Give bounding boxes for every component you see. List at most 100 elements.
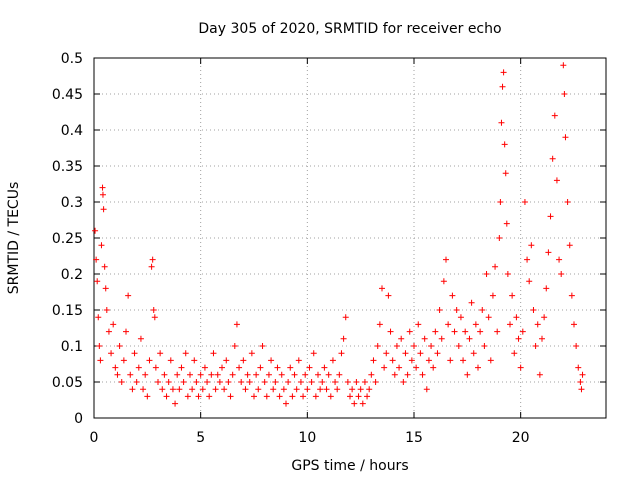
data-point	[571, 321, 577, 328]
data-point	[240, 357, 247, 364]
data-point	[374, 343, 381, 349]
data-point	[428, 343, 435, 349]
data-point	[259, 343, 266, 349]
data-point	[447, 357, 454, 364]
data-point	[489, 292, 496, 299]
data-point	[100, 206, 107, 213]
data-point	[204, 379, 211, 385]
y-tick-label: 0.5	[61, 51, 83, 67]
data-point	[261, 379, 268, 385]
data-point	[342, 314, 349, 321]
data-point	[457, 314, 464, 321]
data-point	[472, 321, 479, 328]
data-point	[187, 371, 193, 378]
data-point	[496, 235, 503, 241]
data-point	[349, 386, 356, 393]
data-point	[325, 371, 332, 378]
y-tick-label: 0.15	[52, 303, 83, 319]
data-point	[406, 328, 413, 335]
data-point	[497, 199, 504, 205]
data-point	[165, 379, 172, 385]
y-tick-label: 0.35	[52, 159, 83, 175]
data-point	[118, 379, 125, 385]
data-point	[312, 393, 319, 400]
data-point	[351, 400, 358, 407]
data-point	[253, 371, 260, 378]
data-point	[297, 379, 304, 385]
data-point	[534, 321, 541, 328]
data-point	[176, 386, 183, 393]
y-tick-label: 0.1	[61, 339, 83, 355]
data-point	[306, 364, 313, 371]
data-point	[507, 321, 513, 328]
data-point	[556, 256, 563, 263]
data-point	[300, 393, 307, 400]
data-point	[283, 400, 289, 407]
data-point	[492, 263, 499, 270]
data-point	[509, 292, 516, 299]
data-point	[287, 364, 294, 371]
data-point	[477, 328, 484, 335]
x-tick-label: 5	[196, 430, 205, 446]
y-tick-label: 0.45	[52, 87, 83, 103]
data-point	[95, 314, 102, 321]
data-point	[504, 271, 511, 277]
data-point	[536, 371, 543, 378]
data-point	[227, 393, 234, 400]
data-point	[319, 379, 326, 385]
data-point	[485, 314, 492, 321]
data-point	[280, 386, 287, 393]
data-point	[549, 155, 556, 162]
data-point	[411, 343, 417, 349]
data-point	[161, 371, 168, 378]
x-axis-label: GPS time / hours	[291, 458, 408, 474]
data-point	[169, 386, 176, 393]
data-point	[201, 364, 208, 371]
data-point	[182, 350, 189, 357]
data-point	[152, 364, 159, 371]
data-point	[189, 386, 196, 393]
data-point	[421, 335, 428, 342]
data-point	[481, 343, 488, 349]
data-point	[108, 350, 115, 357]
data-point	[96, 343, 103, 349]
y-tick-label: 0.3	[61, 195, 83, 211]
y-axis-label: SRMTID / TECUs	[6, 182, 22, 295]
data-point	[464, 371, 471, 378]
data-point	[276, 393, 283, 400]
data-point	[244, 371, 251, 378]
data-point	[368, 371, 375, 378]
data-point	[150, 307, 157, 313]
data-points	[92, 62, 586, 407]
data-point	[163, 393, 170, 400]
data-point	[112, 364, 119, 371]
data-point	[236, 364, 243, 371]
data-point	[327, 393, 334, 400]
data-point	[92, 227, 99, 234]
data-point	[221, 386, 228, 393]
x-tick-label: 15	[405, 430, 423, 446]
data-point	[265, 371, 272, 378]
data-point	[148, 263, 155, 270]
data-point	[423, 386, 430, 393]
y-tick-label: 0.25	[52, 231, 83, 247]
data-point	[425, 357, 432, 364]
data-point	[197, 371, 204, 378]
x-tick-label: 0	[90, 430, 99, 446]
data-point	[229, 371, 236, 378]
data-point	[191, 357, 198, 364]
data-point	[528, 242, 535, 249]
data-point	[127, 371, 134, 378]
data-point	[379, 285, 385, 292]
data-point	[577, 379, 584, 385]
data-point	[413, 364, 420, 371]
data-point	[432, 328, 439, 335]
data-point	[278, 371, 285, 378]
data-point	[359, 400, 366, 407]
data-point	[291, 371, 298, 378]
data-point	[219, 364, 225, 371]
data-point	[404, 371, 411, 378]
data-point	[146, 357, 153, 364]
data-point	[329, 357, 336, 364]
data-point	[519, 328, 526, 335]
